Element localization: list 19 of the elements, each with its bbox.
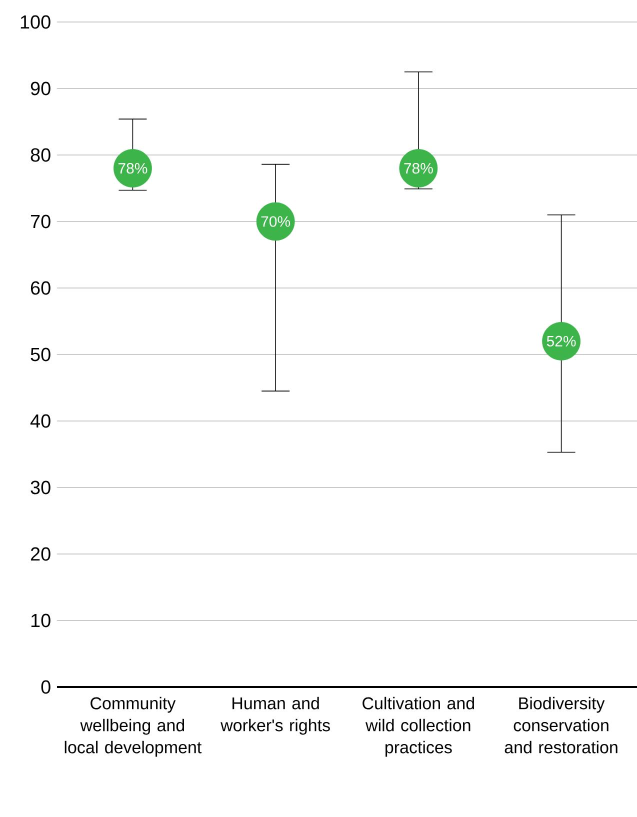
data-label: 52% bbox=[546, 336, 576, 346]
x-tick-label: Cultivation and wild collection practices bbox=[362, 696, 474, 757]
data-label: 78% bbox=[404, 162, 433, 174]
y-tick-label: 40 bbox=[30, 414, 50, 428]
data-label: 70% bbox=[261, 216, 290, 227]
y-tick-label: 30 bbox=[30, 480, 50, 494]
y-tick-label: 10 bbox=[31, 614, 50, 628]
y-tick-label: 80 bbox=[30, 148, 50, 162]
y-tick-label: 20 bbox=[30, 547, 50, 561]
y-tick-label: 0 bbox=[41, 680, 50, 694]
x-tick-label: Biodiversity conservation and restoration bbox=[504, 696, 618, 754]
x-tick-label: Human and worker's rights bbox=[220, 696, 330, 735]
y-tick-label: 60 bbox=[30, 281, 50, 295]
y-tick-label: 100 bbox=[20, 15, 50, 29]
y-tick-label: 90 bbox=[30, 82, 50, 96]
data-label: 78% bbox=[118, 162, 148, 174]
y-tick-label: 70 bbox=[30, 214, 50, 228]
y-tick-label: 50 bbox=[30, 348, 50, 362]
x-tick-label: Community wellbeing and local development bbox=[64, 696, 202, 757]
